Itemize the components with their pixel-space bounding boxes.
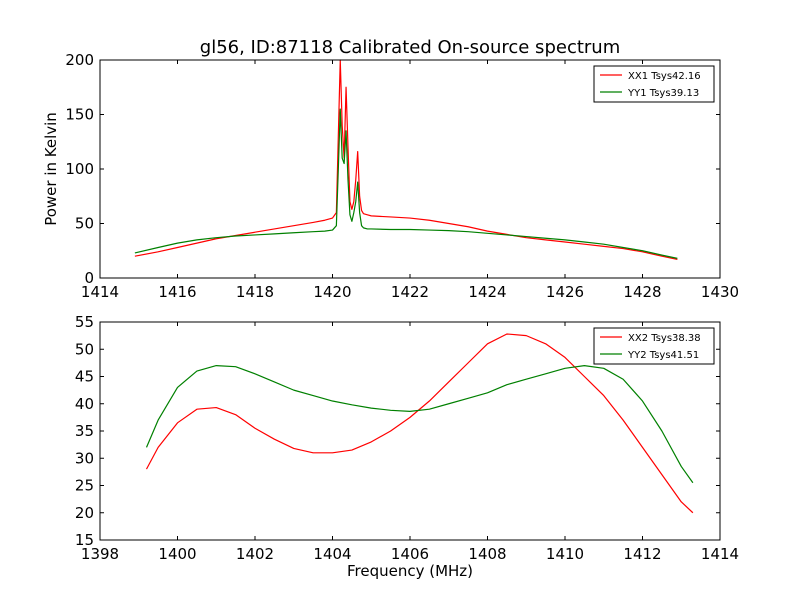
y-axis-label: Power in Kelvin bbox=[42, 112, 60, 226]
x-tick-label: 1424 bbox=[468, 283, 506, 301]
chart-2: 1398 1400 1402 1404 1406 1408 1410 1412 1414 15 20… bbox=[75, 313, 739, 580]
x-tick-label: 1426 bbox=[546, 283, 584, 301]
x-tick-label: 1410 bbox=[546, 545, 584, 563]
x-tick-label: 1412 bbox=[623, 545, 661, 563]
y-tick-label: 200 bbox=[65, 51, 94, 69]
x-tick-label: 1420 bbox=[313, 283, 351, 301]
legend-label: XX2 Tsys38.38 bbox=[628, 333, 701, 344]
x-tick-label: 1400 bbox=[158, 545, 196, 563]
series-line-1-1 bbox=[134, 59, 678, 261]
legend-label: YY1 Tsys39.13 bbox=[627, 88, 699, 99]
legend-box bbox=[593, 65, 715, 103]
y-tick-label: 0 bbox=[84, 269, 94, 287]
y-tick-label: 50 bbox=[75, 215, 94, 233]
x-tick-label: 1408 bbox=[468, 545, 506, 563]
series-line-2-1 bbox=[145, 333, 694, 514]
y-tick-label: 15 bbox=[75, 531, 94, 549]
legend: XX2 Tsys38.38 YY2 Tsys41.51 bbox=[593, 327, 715, 365]
series-line-1-2 bbox=[134, 108, 678, 259]
chart-title: gl56, ID:87118 Calibrated On-source spec… bbox=[200, 37, 620, 58]
series-line-2-2 bbox=[145, 365, 694, 484]
y-tick-label: 55 bbox=[75, 313, 94, 331]
y-tick-label: 35 bbox=[75, 422, 94, 440]
x-axis-label: Frequency (MHz) bbox=[347, 562, 473, 580]
x-tick-label: 1414 bbox=[81, 283, 119, 301]
legend: XX1 Tsys42.16 YY1 Tsys39.13 bbox=[593, 65, 715, 103]
y-tick-label: 50 bbox=[75, 340, 94, 358]
x-tick-label: 1428 bbox=[623, 283, 661, 301]
y-tick-label: 40 bbox=[75, 395, 94, 413]
x-tick-label: 1406 bbox=[391, 545, 429, 563]
x-tick-label: 1414 bbox=[701, 545, 739, 563]
x-tick-label: 1404 bbox=[313, 545, 351, 563]
y-tick-label: 45 bbox=[75, 368, 94, 386]
x-tick-label: 1402 bbox=[236, 545, 274, 563]
x-tick-label: 1418 bbox=[236, 283, 274, 301]
chart-1: 1414 1416 1418 1420 1422 1424 1426 1428 1430 0 50 1… bbox=[42, 51, 739, 301]
legend-label: XX1 Tsys42.16 bbox=[628, 71, 701, 82]
y-tick-label: 30 bbox=[75, 449, 94, 467]
plots-group: 1414 1416 1418 1420 1422 1424 1426 1428 14300501… bbox=[42, 51, 739, 580]
y-tick-label: 25 bbox=[75, 477, 94, 495]
x-tick-label: 1398 bbox=[81, 545, 119, 563]
legend-box bbox=[593, 327, 715, 365]
y-tick-label: 20 bbox=[75, 504, 94, 522]
x-tick-label: 1430 bbox=[701, 283, 739, 301]
x-tick-label: 1416 bbox=[158, 283, 196, 301]
y-tick-label: 100 bbox=[65, 160, 94, 178]
legend-label: YY2 Tsys41.51 bbox=[627, 350, 699, 361]
y-tick-label: 150 bbox=[65, 106, 94, 124]
x-tick-label: 1422 bbox=[391, 283, 429, 301]
